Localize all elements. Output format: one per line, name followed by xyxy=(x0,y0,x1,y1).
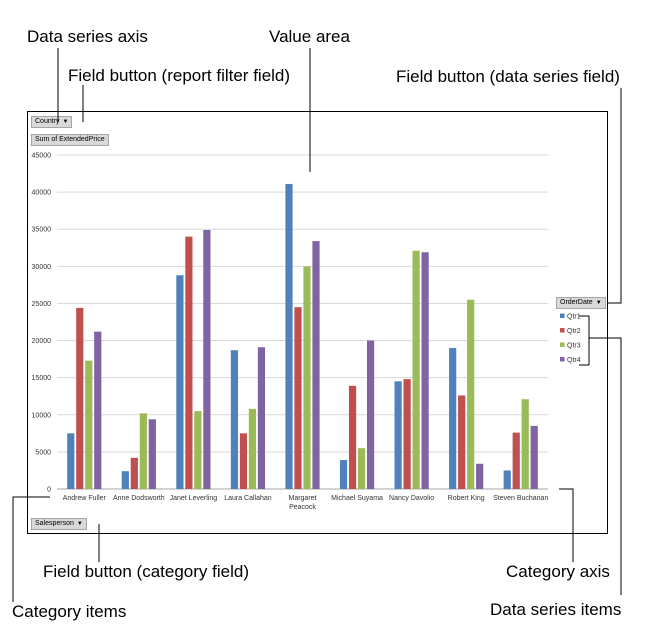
bar xyxy=(476,463,484,489)
bar xyxy=(239,433,248,489)
gridlines xyxy=(57,154,548,490)
category-item-label: Steven Buchanan xyxy=(493,495,548,502)
bar xyxy=(85,360,93,489)
value-axis: 0 5000 10000 15000 20000 25000 30000 35000 40000… xyxy=(32,153,548,494)
callout-line xyxy=(589,337,622,595)
report-filter-button-callout: Field button (report filter field) xyxy=(68,66,291,85)
data-series-field-button[interactable]: OrderDate ▼ xyxy=(556,297,606,309)
legend-item: Qtr4 xyxy=(567,357,581,364)
value-area-callout: Value area xyxy=(269,27,350,46)
y-tick-label: 40000 xyxy=(32,190,52,197)
y-tick-label: 30000 xyxy=(32,264,52,271)
report-filter-label: Country xyxy=(35,118,60,125)
y-tick-label: 0 xyxy=(47,487,51,494)
y-tick-label: 5000 xyxy=(35,449,51,456)
legend-swatch xyxy=(560,342,565,347)
legend[interactable]: Qtr1 Qtr2 Qtr3 Qtr4 xyxy=(560,313,581,365)
bar xyxy=(421,252,429,489)
category-item-label: Janet Leverling xyxy=(170,495,218,502)
bar xyxy=(67,433,75,489)
legend-swatch xyxy=(560,328,565,333)
y-tick-label: 45000 xyxy=(32,153,52,160)
bar xyxy=(176,275,184,489)
bar xyxy=(366,340,375,489)
category-items-callout: Category items xyxy=(12,602,127,621)
category-item-label: Laura Callahan xyxy=(224,495,272,502)
bar xyxy=(257,347,266,489)
bar xyxy=(294,307,302,489)
values-field-label: Sum of ExtendedPrice xyxy=(35,136,105,143)
bar xyxy=(94,331,102,489)
bar xyxy=(203,229,211,489)
legend-swatch xyxy=(560,313,565,318)
category-item-label: Anne Dodsworth xyxy=(113,495,165,502)
legend-swatch xyxy=(560,357,565,362)
callout-line xyxy=(607,88,622,304)
category-item-label: Peacock xyxy=(289,504,316,511)
bar xyxy=(185,236,193,489)
bar xyxy=(121,471,129,489)
data-series-field-label: OrderDate xyxy=(560,299,593,306)
bar xyxy=(503,470,511,489)
bar xyxy=(248,408,257,489)
y-tick-label: 10000 xyxy=(32,412,52,419)
data-series-button-callout: Field button (data series field) xyxy=(396,67,620,86)
y-tick-label: 25000 xyxy=(32,301,52,308)
category-field-label: Salesperson xyxy=(35,520,74,527)
y-tick-label: 35000 xyxy=(32,227,52,234)
bar xyxy=(194,411,202,489)
category-axis-callout: Category axis xyxy=(506,562,610,581)
dropdown-arrow-icon: ▼ xyxy=(76,521,83,527)
bar xyxy=(512,432,520,489)
bar xyxy=(530,425,538,489)
bar xyxy=(357,448,366,489)
category-button-callout: Field button (category field) xyxy=(43,562,249,581)
bar xyxy=(521,399,529,489)
bar xyxy=(403,379,411,489)
bar xyxy=(467,299,475,489)
category-item-label: Andrew Fuller xyxy=(63,495,107,502)
callout-line xyxy=(559,488,574,562)
bar xyxy=(449,347,457,489)
bar xyxy=(139,413,147,489)
values-field-button[interactable]: Sum of ExtendedPrice xyxy=(31,134,109,146)
category-field-button[interactable]: Salesperson ▼ xyxy=(31,518,87,530)
legend-item: Qtr1 xyxy=(567,314,581,321)
bars xyxy=(67,183,538,490)
dropdown-arrow-icon: ▼ xyxy=(62,119,69,125)
bar xyxy=(230,350,239,489)
category-item-label: Nancy Davolio xyxy=(389,495,434,502)
category-item-label: Robert King xyxy=(448,495,485,502)
y-tick-label: 15000 xyxy=(32,375,52,382)
callout-lines xyxy=(12,48,622,602)
data-series-items-callout: Data series items xyxy=(490,600,622,619)
bar xyxy=(130,457,138,489)
data-series-axis-callout: Data series axis xyxy=(27,27,148,46)
y-tick-label: 20000 xyxy=(32,338,52,345)
bar xyxy=(148,419,156,489)
category-item-label: Michael Suyama xyxy=(331,495,383,502)
bar xyxy=(348,385,357,489)
bar xyxy=(458,395,466,489)
legend-item: Qtr3 xyxy=(567,343,581,350)
category-item-label: Margaret xyxy=(288,495,316,502)
bar xyxy=(339,460,348,489)
callout-line xyxy=(12,496,50,602)
bar xyxy=(303,266,311,489)
bar xyxy=(76,307,84,489)
bar xyxy=(285,183,293,490)
legend-item: Qtr2 xyxy=(567,328,581,335)
bar xyxy=(312,241,320,489)
dropdown-arrow-icon: ▼ xyxy=(595,300,602,306)
category-axis: Andrew Fuller Anne Dodsworth Janet Leverli… xyxy=(63,495,549,511)
bar xyxy=(394,381,402,489)
report-filter-field-button[interactable]: Country ▼ xyxy=(31,116,73,128)
bar xyxy=(412,250,420,489)
